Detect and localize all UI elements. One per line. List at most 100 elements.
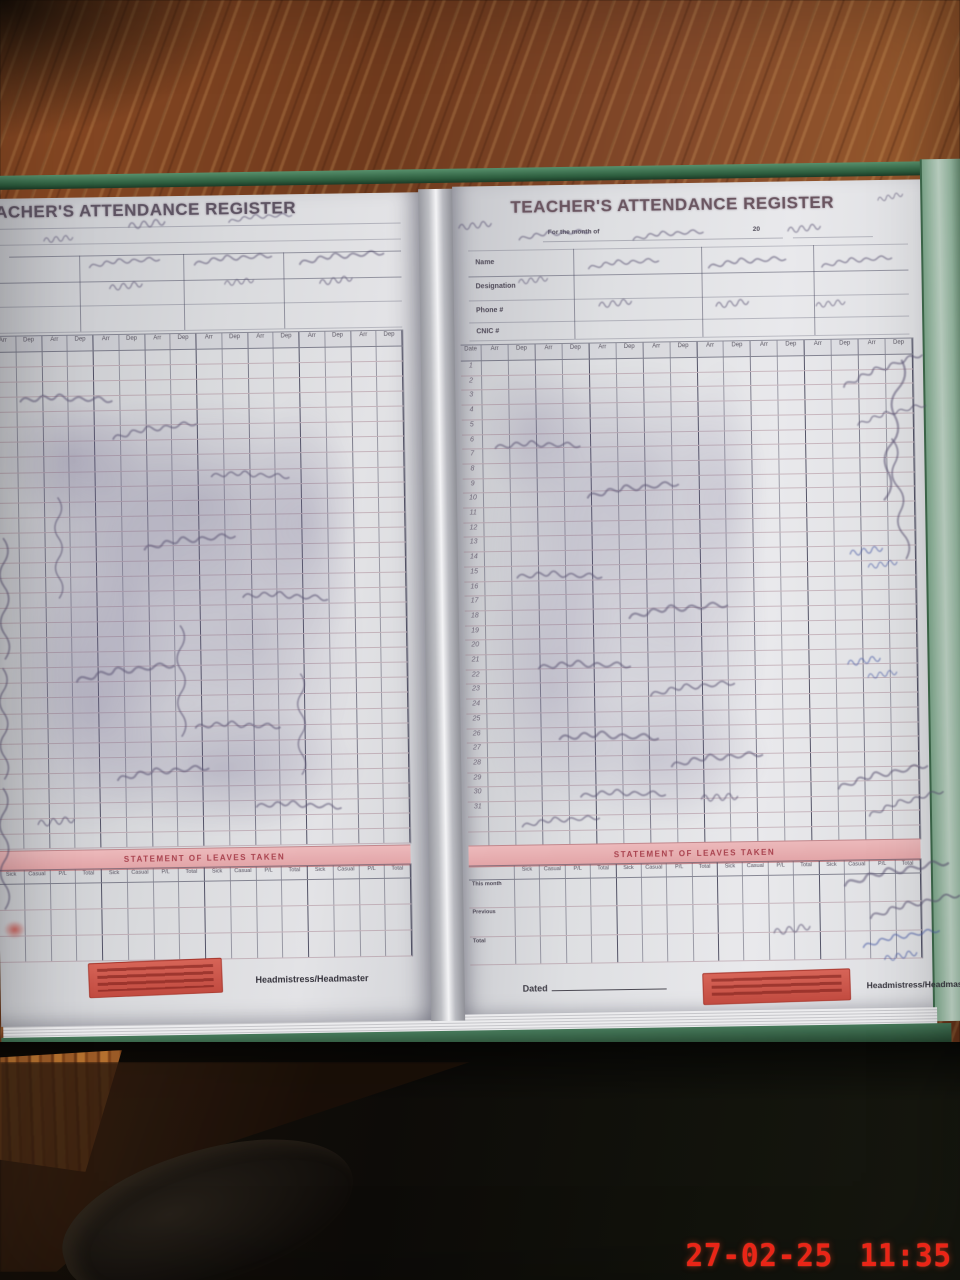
attendance-cell — [146, 470, 173, 486]
day-number-cell: 10 — [462, 493, 485, 508]
attendance-cell — [729, 709, 757, 724]
session-header-cell: Dep — [222, 332, 249, 349]
day-number-cell: 31 — [467, 802, 489, 817]
attendance-cell — [515, 816, 544, 831]
attendance-cell — [382, 738, 409, 753]
attendance-cell — [201, 680, 228, 696]
attendance-cell — [378, 482, 405, 497]
attendance-cell — [757, 738, 785, 753]
info-table-line — [701, 246, 704, 337]
attendance-cell — [124, 651, 151, 667]
attendance-cell — [648, 696, 676, 711]
leaves-cell — [844, 874, 871, 902]
info-table-line — [813, 245, 816, 336]
attendance-cell — [121, 516, 148, 531]
leaves-header-cell: P/L — [256, 866, 283, 880]
day-number-cell: 11 — [463, 508, 485, 523]
attendance-cell — [22, 743, 49, 759]
attendance-cell — [303, 588, 330, 604]
attendance-cell — [622, 770, 651, 785]
attendance-cell — [152, 832, 179, 847]
attendance-cell — [200, 605, 227, 620]
attendance-cell — [380, 557, 407, 572]
attendance-cell — [203, 816, 230, 831]
attendance-cell — [564, 506, 593, 521]
attendance-cell — [325, 377, 352, 392]
attendance-cell — [646, 564, 674, 579]
attendance-cell — [704, 827, 732, 843]
attendance-cell — [727, 562, 755, 577]
attendance-cell — [70, 547, 97, 562]
attendance-cell — [197, 379, 224, 394]
attendance-cell — [724, 357, 752, 372]
attendance-cell — [148, 576, 175, 591]
attendance-cell — [676, 725, 704, 740]
attendance-cell — [806, 429, 834, 444]
attendance-cell — [835, 590, 863, 605]
attendance-cell — [593, 579, 621, 594]
attendance-cell — [278, 619, 305, 634]
attendance-cell — [890, 677, 919, 693]
attendance-cell — [304, 663, 331, 679]
attendance-cell — [513, 654, 541, 669]
attendance-cell — [892, 810, 921, 825]
attendance-cell — [888, 545, 916, 560]
leaves-header-cell: Total — [590, 864, 617, 878]
info-table-line — [0, 276, 402, 284]
attendance-cell — [752, 459, 780, 474]
attendance-cell — [75, 818, 102, 833]
session-header-cell: Dep — [885, 338, 913, 354]
day-number-cell: 17 — [464, 596, 486, 611]
attendance-cell — [589, 359, 617, 374]
attendance-cell — [325, 362, 352, 377]
attendance-cell — [510, 478, 538, 493]
info-table-line — [183, 253, 186, 330]
attendance-cell — [569, 771, 597, 786]
attendance-cell — [305, 694, 331, 709]
attendance-cell — [619, 549, 647, 564]
attendance-cell — [100, 802, 127, 818]
attendance-cell — [275, 438, 302, 453]
leaves-header-cell: P/L — [153, 868, 180, 882]
leaves-row: Total — [469, 930, 923, 966]
attendance-cell — [754, 562, 782, 577]
session-header-cell: Dep — [831, 339, 859, 355]
attendance-cell — [891, 707, 919, 722]
attendance-cell — [198, 439, 224, 455]
leaves-cell — [692, 876, 719, 905]
attendance-cell — [617, 432, 645, 447]
leaves-label-header — [468, 865, 515, 880]
session-header-cell: Dep — [777, 340, 806, 356]
attendance-cell — [647, 637, 675, 652]
attendance-cell — [782, 664, 811, 680]
attendance-cell — [886, 413, 914, 428]
session-header-cell: Arr — [41, 335, 68, 352]
attendance-cell — [648, 711, 677, 726]
leaves-cell — [744, 932, 771, 961]
attendance-cell — [729, 724, 758, 739]
attendance-cell — [43, 412, 70, 427]
attendance-cell — [0, 668, 22, 684]
attendance-cell — [487, 743, 515, 758]
attendance-cell — [277, 558, 304, 574]
leaves-header-cell: Sick — [307, 865, 334, 880]
attendance-cell — [562, 374, 590, 389]
attendance-cell — [202, 725, 229, 741]
attendance-cell — [249, 438, 276, 454]
attendance-cell — [42, 351, 69, 367]
leaves-header-cell: Casual — [743, 861, 769, 876]
attendance-cell — [171, 379, 198, 395]
leaves-cell — [717, 876, 744, 904]
attendance-cell — [43, 427, 70, 442]
attendance-cell — [590, 388, 618, 403]
attendance-cell — [249, 423, 276, 439]
attendance-cell — [646, 549, 674, 564]
attendance-cell — [279, 694, 306, 709]
attendance-cell — [700, 563, 728, 578]
session-header-cell: Arr — [804, 339, 832, 356]
attendance-cell — [616, 373, 644, 388]
day-number-cell: 15 — [464, 567, 486, 582]
attendance-cell — [621, 667, 649, 682]
attendance-cell — [567, 668, 595, 683]
